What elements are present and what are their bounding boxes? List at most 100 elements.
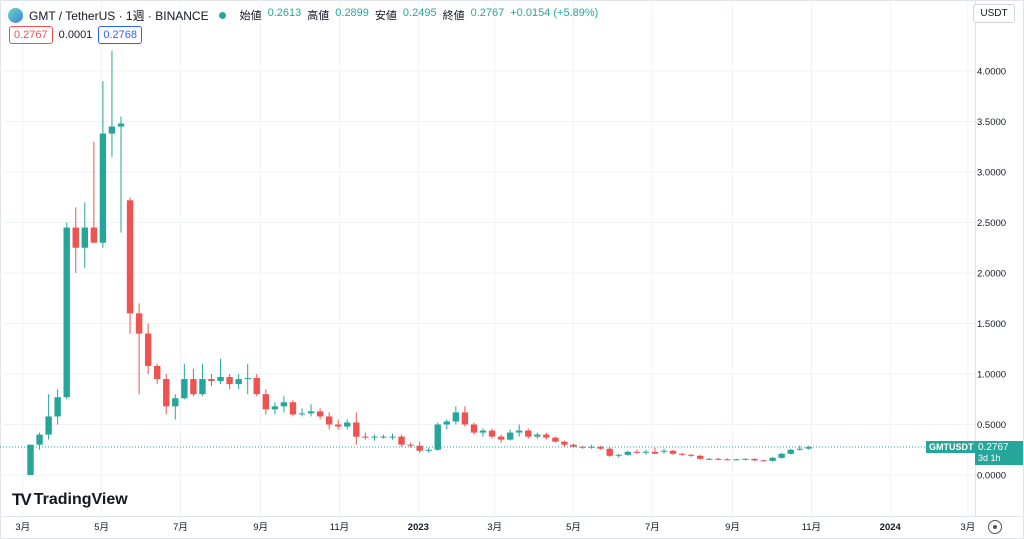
last-price-symbol: GMTUSDT <box>926 441 977 453</box>
candle <box>687 453 695 457</box>
candle <box>380 434 387 439</box>
candle <box>805 445 812 450</box>
candle-body <box>325 416 333 425</box>
x-tick-label: 7月 <box>173 522 188 533</box>
candle-body <box>642 451 650 453</box>
candle <box>63 222 70 400</box>
candle <box>144 323 152 374</box>
candle <box>45 394 52 440</box>
candle <box>181 363 188 400</box>
candle <box>199 363 206 397</box>
candle-body <box>190 379 197 395</box>
sell-price-button[interactable]: 0.2767 <box>9 26 53 44</box>
candle <box>778 452 785 459</box>
candle <box>27 444 34 475</box>
candle-body <box>45 416 52 435</box>
tradingview-watermark[interactable]: TV TradingView <box>12 490 128 510</box>
candle <box>389 433 396 440</box>
symbol-title[interactable]: GMT / TetherUS · 1週 · BINANCE <box>29 8 209 23</box>
last-price-value-box: 0.2767 3d 1h <box>975 441 1023 465</box>
candle <box>488 428 496 439</box>
candle <box>81 202 88 268</box>
candle-body <box>733 459 740 461</box>
y-tick-label: 4.0000 <box>977 67 1006 78</box>
candle-body <box>181 379 188 399</box>
candle <box>172 394 179 420</box>
candle <box>108 50 116 157</box>
candle-body <box>99 133 107 243</box>
market-status-icon[interactable] <box>218 11 226 19</box>
x-tick-label: 5月 <box>94 522 109 533</box>
candle <box>235 374 242 390</box>
candle-body <box>570 444 577 447</box>
candle <box>506 429 514 441</box>
change-value: +0.0154 (+5.89%) <box>510 7 599 19</box>
y-tick-label: 1.5000 <box>977 319 1006 330</box>
buy-price-button[interactable]: 0.2768 <box>98 26 142 44</box>
candle <box>678 452 686 456</box>
candle <box>660 448 668 454</box>
candle-body <box>552 437 559 442</box>
candle <box>561 440 568 447</box>
candle-body <box>63 227 70 398</box>
candle-body <box>362 436 369 438</box>
x-tick-label: 11月 <box>330 522 349 533</box>
candle <box>280 396 288 413</box>
settings-gear-icon[interactable] <box>988 520 1002 534</box>
candle <box>606 446 613 457</box>
candle-body <box>479 430 487 433</box>
candle-body <box>271 406 279 410</box>
candle-body <box>543 434 550 438</box>
candle-body <box>298 413 306 415</box>
high-key: 高値 <box>307 10 330 22</box>
candle-body <box>407 444 414 446</box>
candle-body <box>516 430 523 433</box>
candle-body <box>81 227 88 248</box>
x-tick-label: 9月 <box>253 522 268 533</box>
candle <box>624 450 631 456</box>
currency-button[interactable]: USDT <box>973 4 1015 23</box>
candle <box>226 374 233 390</box>
y-tick-label: 2.0000 <box>977 269 1006 280</box>
candle-body <box>172 398 179 407</box>
candle-body <box>769 457 776 461</box>
candle <box>117 116 125 233</box>
candle <box>316 408 324 420</box>
candle <box>371 434 378 441</box>
candle <box>742 458 749 461</box>
candle-body <box>651 451 659 454</box>
candle-body <box>335 424 342 427</box>
price-axis[interactable]: 0.0000 0.5000 1.0000 1.5000 2.0000 2.5000 3.00… <box>977 67 1006 482</box>
candle <box>597 445 604 450</box>
candle-body <box>280 402 288 407</box>
open-key: 始値 <box>239 10 262 22</box>
candle <box>706 457 713 460</box>
candle-body <box>678 453 686 455</box>
tradingview-logo-icon: TV <box>12 490 32 509</box>
candle <box>307 404 315 417</box>
candle <box>543 432 550 440</box>
candle-body <box>425 449 432 451</box>
candle <box>353 412 360 445</box>
candle <box>244 363 251 395</box>
candle <box>190 368 197 397</box>
candle <box>715 457 722 460</box>
y-tick-label: 0.5000 <box>977 420 1006 431</box>
candle <box>642 449 650 455</box>
candle <box>760 459 767 462</box>
time-axis[interactable]: 3月 5月 7月 9月 11月 2023 3月 5月 7月 9月 11月 2024 3月 <box>15 522 975 533</box>
candle-body <box>525 430 532 437</box>
candle-body <box>262 394 269 410</box>
y-tick-label: 3.5000 <box>977 117 1006 128</box>
candle <box>344 419 351 430</box>
y-tick-label: 0.0000 <box>977 471 1006 482</box>
candle-body <box>253 378 260 395</box>
x-tick-label: 9月 <box>725 522 740 533</box>
candle <box>516 424 523 437</box>
candle <box>289 400 297 417</box>
candle <box>633 449 641 454</box>
grid-lines <box>0 0 975 516</box>
candle-body <box>633 451 641 453</box>
candle-body <box>108 126 116 134</box>
